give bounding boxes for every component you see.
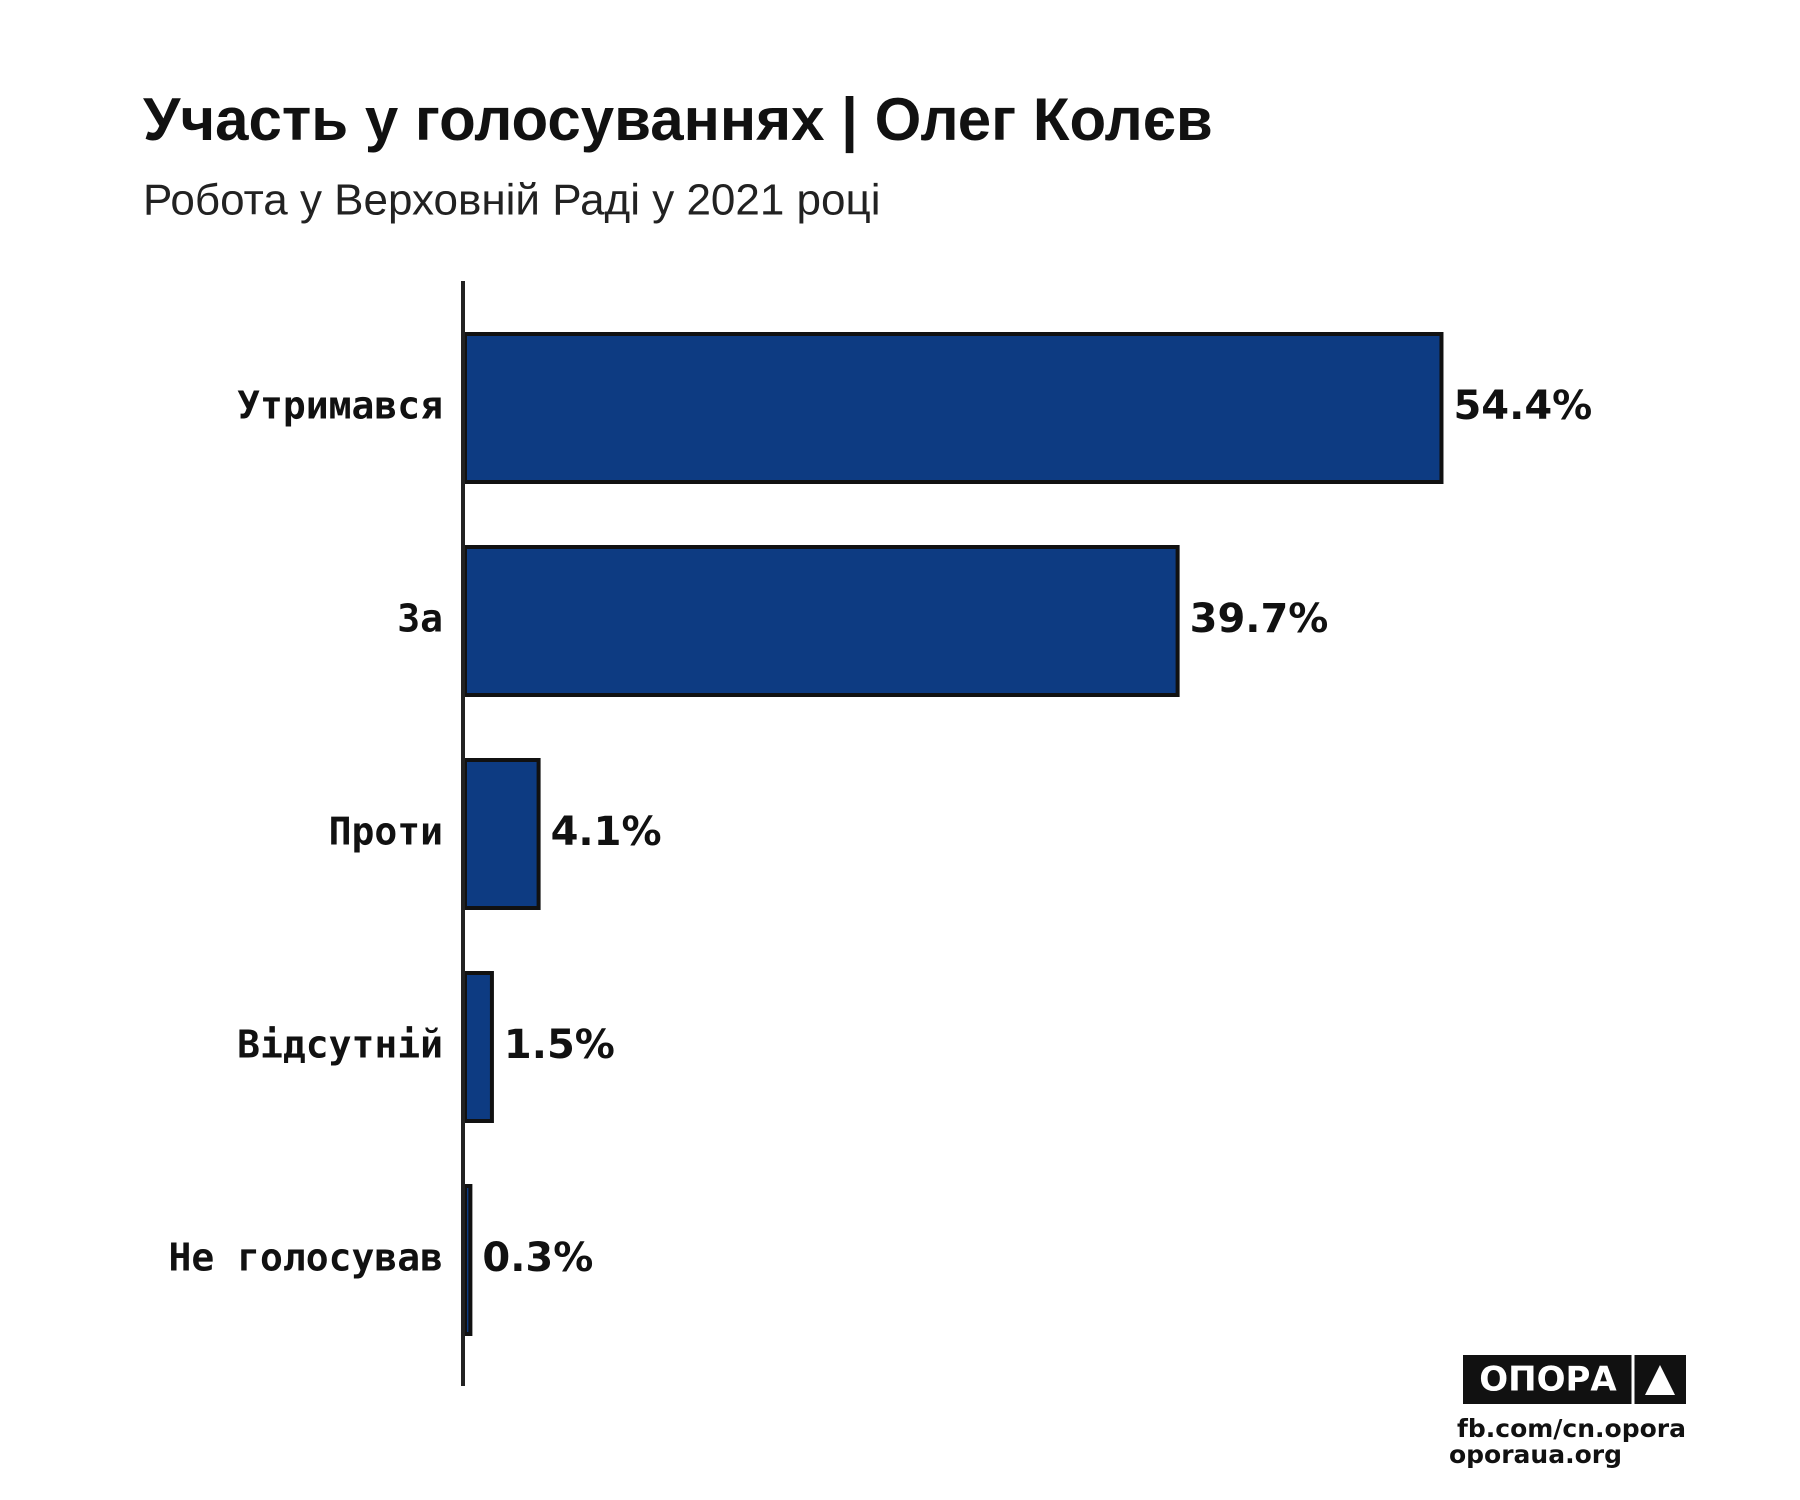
category-label: За	[397, 597, 443, 641]
bar	[463, 1184, 473, 1336]
bar	[463, 545, 1180, 697]
link: oporaua.org	[1449, 1440, 1622, 1469]
value-label: 54.4%	[1453, 383, 1592, 429]
chart-subtitle: Робота у Верховній Раді у 2021 році	[143, 176, 880, 225]
category-label: Утримався	[237, 384, 443, 428]
link: fb.com/cn.opora	[1457, 1414, 1686, 1443]
chart-title: Участь у голосуваннях | Олег Колєв	[143, 86, 1213, 154]
logo: ОПОРА	[1463, 1355, 1686, 1404]
category-label: Не голосував	[168, 1236, 443, 1280]
logo-box	[1463, 1355, 1686, 1404]
value-label: 1.5%	[504, 1022, 615, 1068]
bar	[463, 971, 494, 1123]
value-label: 0.3%	[482, 1235, 593, 1281]
logo-text: ОПОРА	[1479, 1360, 1617, 1400]
logo-triangle	[1645, 1365, 1675, 1395]
bar	[463, 758, 541, 910]
value-label: 39.7%	[1190, 596, 1329, 642]
bar	[463, 332, 1444, 484]
category-label: Відсутній	[237, 1023, 443, 1067]
category-label: Проти	[329, 810, 443, 854]
value-label: 4.1%	[551, 809, 662, 855]
